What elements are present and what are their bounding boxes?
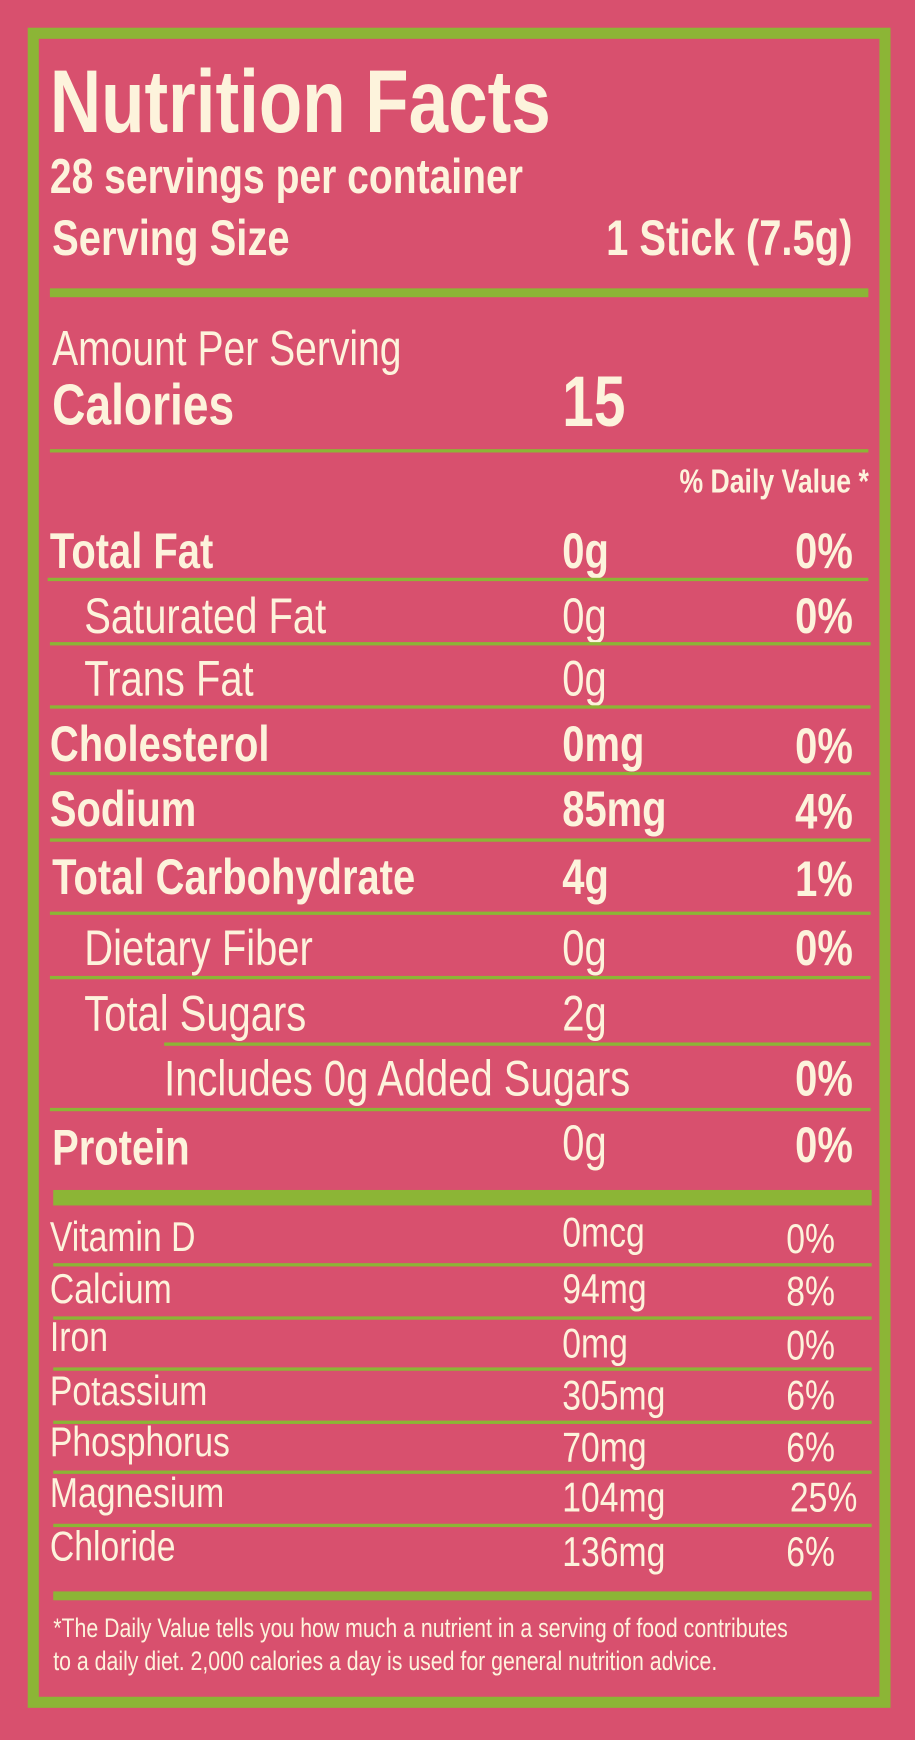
micronutrient-dv: 6% <box>786 1372 836 1420</box>
divider <box>49 1107 871 1112</box>
nutrient-name: Saturated Fat <box>84 587 327 645</box>
divider <box>53 1523 872 1528</box>
micronutrient-name: Phosphorus <box>49 1419 230 1467</box>
divider <box>53 1591 872 1601</box>
amount-per-serving: Amount Per Serving <box>52 321 402 376</box>
micronutrient-dv: 25% <box>789 1474 858 1522</box>
nutrient-name: Trans Fat <box>84 649 254 707</box>
micronutrient-name: Calcium <box>49 1266 172 1314</box>
calories-value: 15 <box>562 361 626 442</box>
divider <box>49 911 871 915</box>
nutrient-amount: 4g <box>562 848 609 905</box>
divider <box>49 838 871 842</box>
nutrient-amount: 2g <box>562 984 607 1042</box>
divider <box>53 1470 872 1474</box>
servings-per-container: 28 servings per container <box>49 149 523 205</box>
nutrient-name: Dietary Fiber <box>84 919 313 976</box>
nutrient-dv: 4% <box>795 782 853 840</box>
nutrient-dv: 0% <box>795 1050 853 1107</box>
micronutrient-name: Vitamin D <box>49 1214 196 1261</box>
nutrient-name: Protein <box>52 1118 190 1176</box>
micronutrient-amount: 94mg <box>562 1266 647 1314</box>
nutrient-dv: 0% <box>795 919 853 976</box>
divider <box>49 642 871 646</box>
nutrient-amount: 0g <box>562 649 607 707</box>
micronutrient-amount: 305mg <box>562 1372 666 1420</box>
divider <box>164 1042 871 1046</box>
micronutrient-amount: 0mg <box>562 1320 628 1368</box>
micronutrient-name: Potassium <box>49 1368 208 1416</box>
nutrient-amount: 85mg <box>562 780 667 838</box>
divider <box>53 1316 872 1320</box>
nutrient-dv: 0% <box>795 1116 853 1174</box>
micronutrient-name: Magnesium <box>49 1470 225 1518</box>
nutrient-name: Total Sugars <box>84 984 307 1042</box>
micronutrient-dv: 0% <box>786 1216 836 1264</box>
divider <box>53 1420 872 1424</box>
label-border <box>27 27 891 1708</box>
serving-size-value: 1 Stick (7.5g) <box>606 209 853 267</box>
divider <box>49 975 871 980</box>
micronutrient-amount: 0mcg <box>562 1209 645 1257</box>
nutrient-name: Total Carbohydrate <box>52 848 416 905</box>
divider <box>53 1367 872 1371</box>
nutrient-dv: 0% <box>795 587 853 645</box>
nutrient-dv: 0% <box>795 717 853 775</box>
divider <box>47 577 869 582</box>
micronutrient-dv: 6% <box>786 1529 836 1576</box>
divider <box>53 1189 872 1206</box>
micronutrient-name: Iron <box>49 1314 109 1361</box>
divider <box>49 705 871 709</box>
nutrient-amount: 0g <box>562 919 607 976</box>
micronutrient-amount: 104mg <box>562 1474 666 1522</box>
label-title: Nutrition Facts <box>49 52 551 151</box>
nutrient-dv: 1% <box>795 850 853 908</box>
micronutrient-amount: 70mg <box>562 1425 647 1472</box>
micronutrient-dv: 8% <box>786 1268 836 1316</box>
daily-value-header: % Daily Value * <box>678 463 869 501</box>
nutrient-name: Sodium <box>49 780 197 838</box>
divider <box>49 449 869 453</box>
nutrient-amount: 0mg <box>562 715 645 772</box>
nutrient-dv: 0% <box>795 522 853 579</box>
divider <box>49 288 869 298</box>
footnote-line-1: *The Daily Value tells you how much a nu… <box>53 1613 788 1644</box>
micronutrient-dv: 0% <box>786 1323 836 1370</box>
nutrient-amount: 0g <box>562 587 607 645</box>
divider <box>53 1263 872 1267</box>
nutrient-amount: 0g <box>562 522 609 579</box>
micronutrient-amount: 136mg <box>562 1529 666 1576</box>
nutrient-name: Includes 0g Added Sugars <box>164 1050 631 1107</box>
nutrient-name: Total Fat <box>49 522 214 579</box>
nutrient-name: Cholesterol <box>49 715 270 772</box>
micronutrient-dv: 6% <box>786 1425 836 1472</box>
serving-size-label: Serving Size <box>52 209 290 267</box>
footnote-line-2: to a daily diet. 2,000 calories a day is… <box>53 1646 718 1677</box>
divider <box>49 771 871 776</box>
calories-label: Calories <box>52 373 235 439</box>
nutrient-amount: 0g <box>562 1114 607 1172</box>
micronutrient-name: Chloride <box>49 1523 176 1571</box>
